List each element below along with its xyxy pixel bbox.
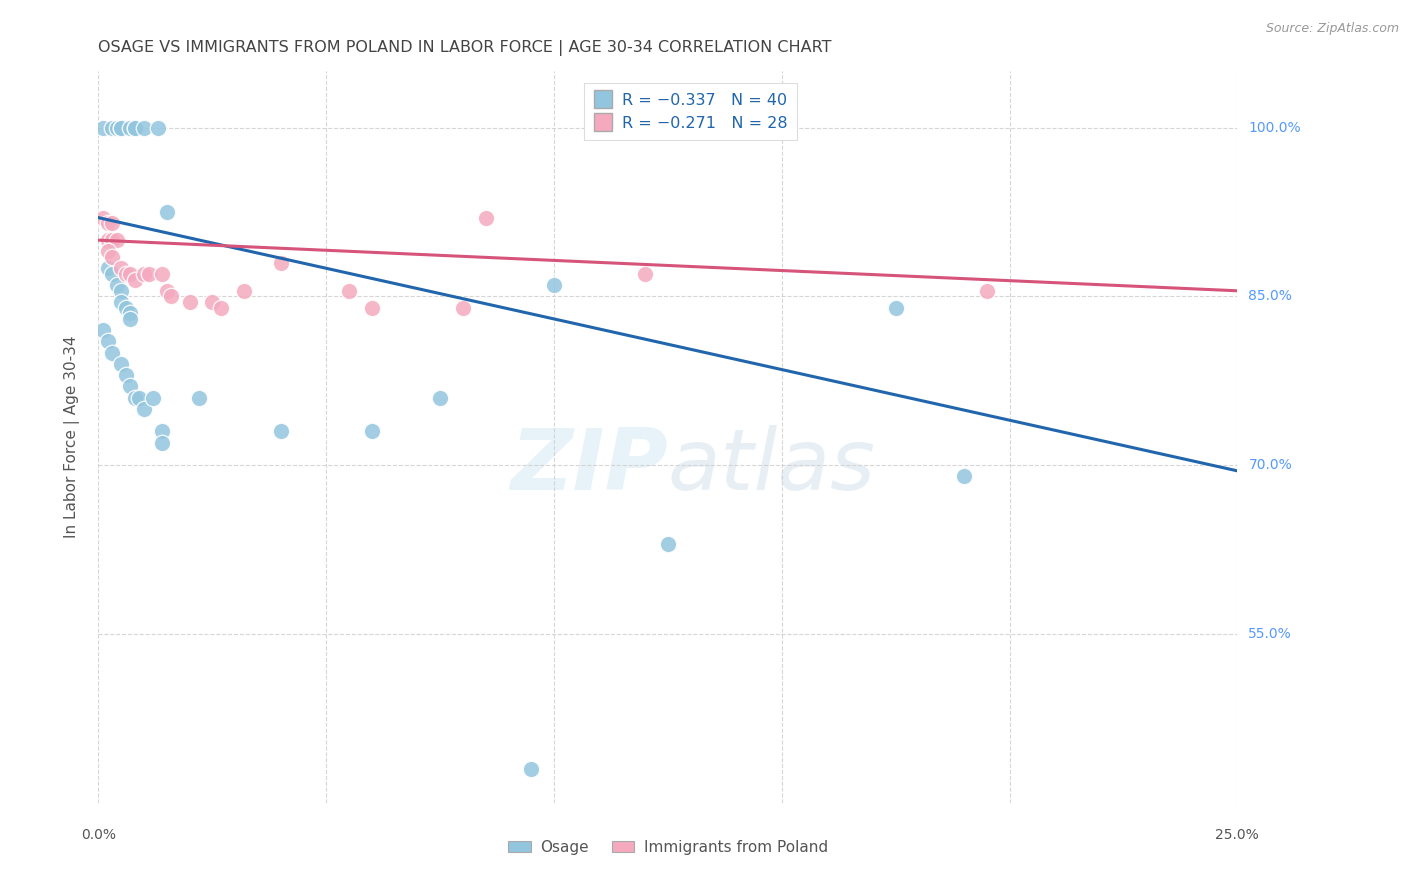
Osage [520, 762, 543, 776]
Immigrants from Poland [110, 261, 132, 276]
Osage [132, 120, 155, 135]
Osage [114, 368, 136, 383]
Osage [360, 425, 382, 439]
Immigrants from Poland [96, 216, 118, 230]
Osage [101, 267, 124, 281]
Immigrants from Poland [132, 267, 155, 281]
Immigrants from Poland [156, 284, 179, 298]
Immigrants from Poland [101, 250, 124, 264]
Immigrants from Poland [160, 289, 183, 303]
Immigrants from Poland [96, 233, 118, 247]
Osage [110, 120, 132, 135]
Osage [101, 120, 124, 135]
Osage [96, 334, 118, 349]
Osage [128, 391, 150, 405]
Immigrants from Poland [96, 244, 118, 259]
Y-axis label: In Labor Force | Age 30-34: In Labor Force | Age 30-34 [63, 335, 80, 539]
Osage [120, 120, 142, 135]
Osage [110, 295, 132, 310]
Osage [429, 391, 451, 405]
Immigrants from Poland [474, 211, 496, 225]
Osage [91, 120, 114, 135]
Immigrants from Poland [91, 211, 114, 225]
Osage [124, 391, 146, 405]
Osage [150, 425, 173, 439]
Text: atlas: atlas [668, 425, 876, 508]
Osage [884, 301, 907, 315]
Immigrants from Poland [976, 284, 998, 298]
Immigrants from Poland [114, 267, 136, 281]
Osage [142, 391, 165, 405]
Osage [110, 120, 132, 135]
Immigrants from Poland [337, 284, 360, 298]
Immigrants from Poland [179, 295, 201, 310]
Osage [91, 323, 114, 337]
Text: Source: ZipAtlas.com: Source: ZipAtlas.com [1265, 22, 1399, 36]
Text: 0.0%: 0.0% [82, 828, 115, 842]
Osage [101, 345, 124, 359]
Text: 70.0%: 70.0% [1249, 458, 1292, 472]
Osage [120, 306, 142, 320]
Text: 25.0%: 25.0% [1215, 828, 1260, 842]
Osage [110, 357, 132, 371]
Immigrants from Poland [120, 267, 142, 281]
Osage [120, 379, 142, 393]
Text: 55.0%: 55.0% [1249, 627, 1292, 641]
Osage [114, 301, 136, 315]
Immigrants from Poland [150, 267, 173, 281]
Text: OSAGE VS IMMIGRANTS FROM POLAND IN LABOR FORCE | AGE 30-34 CORRELATION CHART: OSAGE VS IMMIGRANTS FROM POLAND IN LABOR… [98, 40, 832, 56]
Osage [657, 537, 679, 551]
Osage [270, 425, 292, 439]
Text: 85.0%: 85.0% [1249, 289, 1292, 303]
Immigrants from Poland [124, 272, 146, 286]
Immigrants from Poland [233, 284, 256, 298]
Immigrants from Poland [201, 295, 224, 310]
Osage [96, 261, 118, 276]
Osage [124, 120, 146, 135]
Immigrants from Poland [101, 216, 124, 230]
Osage [150, 435, 173, 450]
Osage [105, 278, 128, 293]
Osage [110, 284, 132, 298]
Osage [187, 391, 209, 405]
Osage [156, 205, 179, 219]
Osage [124, 120, 146, 135]
Osage [120, 312, 142, 326]
Osage [105, 120, 128, 135]
Immigrants from Poland [451, 301, 474, 315]
Text: 100.0%: 100.0% [1249, 120, 1301, 135]
Legend: Osage, Immigrants from Poland: Osage, Immigrants from Poland [502, 834, 834, 861]
Immigrants from Poland [101, 233, 124, 247]
Osage [543, 278, 565, 293]
Immigrants from Poland [105, 233, 128, 247]
Immigrants from Poland [209, 301, 232, 315]
Osage [146, 120, 169, 135]
Osage [132, 401, 155, 416]
Immigrants from Poland [270, 255, 292, 269]
Immigrants from Poland [634, 267, 657, 281]
Osage [953, 469, 976, 483]
Immigrants from Poland [138, 267, 160, 281]
Immigrants from Poland [360, 301, 382, 315]
Text: ZIP: ZIP [510, 425, 668, 508]
